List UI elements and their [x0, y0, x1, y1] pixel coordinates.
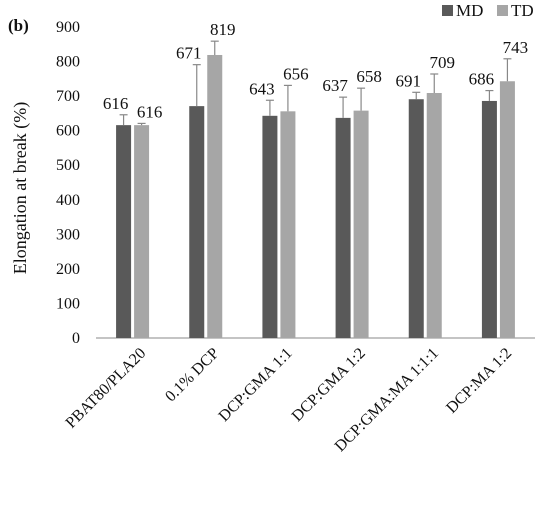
error-bar-td — [503, 58, 512, 82]
error-bar-md — [339, 96, 348, 118]
error-bar-td — [357, 87, 366, 111]
error-bars-group — [119, 40, 512, 126]
error-bar-md — [485, 89, 494, 101]
data-label-md: 691 — [396, 71, 422, 90]
error-bar-md — [192, 64, 201, 107]
error-bar-md — [119, 114, 128, 126]
bar-td — [499, 81, 515, 338]
bars-group — [116, 54, 515, 339]
data-label-md: 616 — [103, 94, 129, 113]
y-tick-label: 200 — [56, 261, 80, 278]
legend: MD TD — [442, 1, 534, 20]
y-tick-label: 800 — [56, 54, 80, 71]
data-label-md: 686 — [469, 70, 495, 89]
bar-td — [134, 125, 150, 338]
legend-swatch-td — [497, 5, 508, 16]
error-bar-td — [430, 73, 439, 94]
bar-td — [426, 93, 442, 338]
category-label: PBAT80/PLA20 — [63, 345, 150, 432]
data-label-md: 643 — [249, 79, 275, 98]
data-label-md: 637 — [322, 76, 348, 95]
bar-md — [189, 106, 205, 338]
error-bar-td — [210, 40, 219, 55]
legend-swatch-md — [442, 5, 453, 16]
category-label: 0.1% DCP — [162, 345, 222, 405]
bar-md — [408, 99, 424, 339]
bar-td — [280, 111, 296, 338]
data-label-td: 743 — [503, 38, 529, 57]
bar-md — [335, 117, 351, 339]
error-bar-md — [265, 99, 274, 116]
error-bar-md — [412, 91, 421, 100]
y-tick-label: 400 — [56, 192, 80, 209]
data-label-td: 656 — [283, 64, 309, 83]
category-label: DCP:GMA 1:2 — [289, 345, 369, 425]
y-tick-label: 900 — [56, 19, 80, 36]
data-label-md: 671 — [176, 44, 202, 63]
category-label: DCP:GMA 1:1 — [216, 345, 296, 425]
bar-td — [207, 54, 223, 339]
bar-td — [353, 110, 369, 338]
data-label-td: 658 — [356, 67, 382, 86]
bar-md — [481, 100, 497, 339]
data-label-td: 709 — [430, 53, 456, 72]
legend-label-td: TD — [511, 1, 534, 20]
y-tick-label: 100 — [56, 295, 80, 312]
y-tick-label: 500 — [56, 157, 80, 174]
bar-md — [262, 115, 278, 339]
data-label-td: 616 — [137, 102, 163, 121]
y-tick-label: 0 — [72, 330, 80, 347]
error-bar-td — [283, 84, 292, 112]
y-tick-label: 600 — [56, 123, 80, 140]
bar-md — [116, 125, 132, 338]
y-tick-label: 700 — [56, 88, 80, 105]
panel-label: (b) — [8, 16, 29, 35]
y-tick-label: 300 — [56, 226, 80, 243]
y-axis-title: Elongation at break (%) — [10, 102, 31, 274]
data-labels-group: 616 616 671 819 643 656 637 658 691 709 686 743 — [103, 20, 528, 121]
legend-label-md: MD — [456, 1, 483, 20]
data-label-td: 819 — [210, 20, 236, 39]
category-label: DCP:MA 1:2 — [443, 345, 515, 417]
error-bar-td — [137, 122, 146, 126]
y-axis-ticks: 0 100 200 300 400 500 600 700 800 900 — [56, 19, 80, 347]
